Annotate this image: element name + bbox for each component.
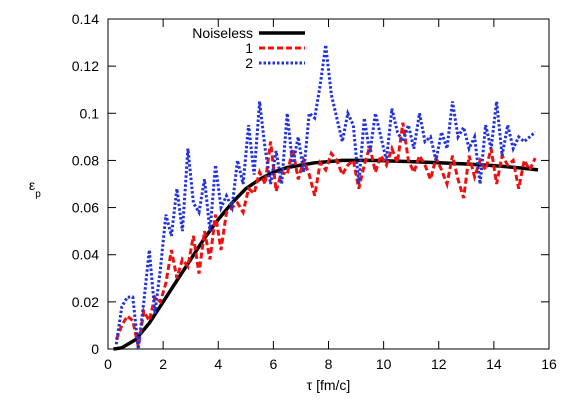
x-tick-label: 12 — [431, 356, 447, 372]
y-axis-label-subscript: p — [35, 189, 41, 200]
y-axis-label-symbol: ε — [29, 177, 35, 193]
x-axis-label: τ [fm/c] — [307, 377, 351, 393]
x-tick-label: 2 — [159, 356, 167, 372]
series-line-1 — [114, 122, 537, 347]
series-line-2 — [114, 44, 537, 350]
y-tick-label: 0.04 — [72, 247, 99, 263]
y-tick-label: 0 — [91, 341, 99, 357]
legend-label: Noiseless — [192, 25, 253, 41]
legend-label: 1 — [245, 40, 253, 56]
y-tick-label: 0.1 — [80, 105, 100, 121]
x-tick-label: 10 — [376, 356, 392, 372]
y-tick-label: 0.14 — [72, 11, 99, 27]
y-axis-label: ε p — [29, 177, 41, 200]
x-tick-label: 4 — [214, 356, 222, 372]
legend-label: 2 — [245, 55, 253, 71]
y-tick-label: 0.06 — [72, 200, 99, 216]
x-tick-label: 14 — [486, 356, 502, 372]
series-line-0 — [113, 158, 539, 351]
plot-area: 0 2 4 6 8 10 12 14 1600.020.040.060.080.10.120.1… — [72, 11, 557, 372]
x-tick-label: 8 — [325, 356, 333, 372]
y-tick-label: 0.02 — [72, 294, 99, 310]
y-tick-label: 0.12 — [72, 58, 99, 74]
x-tick-label: 16 — [541, 356, 557, 372]
y-tick-label: 0.08 — [72, 152, 99, 168]
x-tick-label: 0 — [104, 356, 112, 372]
x-tick-label: 6 — [269, 356, 277, 372]
